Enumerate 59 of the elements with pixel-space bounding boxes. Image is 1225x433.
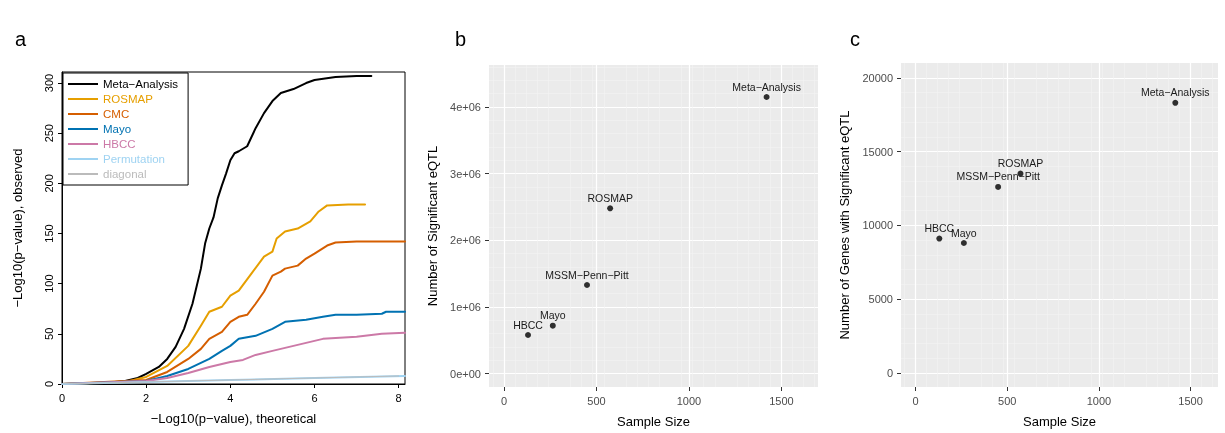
annotation: ROSMAP — [997, 157, 1044, 170]
y-tick-label: 300 — [42, 73, 55, 93]
y-tick-label: 5000 — [868, 293, 893, 306]
x-tick-label: 1500 — [769, 394, 794, 407]
x-tick-label: 0 — [500, 394, 508, 407]
legend-label: Meta−Analysis — [103, 78, 179, 90]
y-tick-label: 1e+06 — [450, 301, 481, 313]
chart-title: c — [850, 28, 860, 50]
annotation: Meta−Analysis — [732, 80, 801, 93]
x-tick-label: 1000 — [676, 394, 702, 407]
point — [607, 205, 614, 212]
y-tick-label: 50 — [42, 327, 55, 340]
x-tick-label: 6 — [311, 391, 318, 404]
x-tick-label: 2 — [143, 391, 150, 404]
y-tick-label: 3e+06 — [450, 167, 481, 180]
y-tick-label: 0e+00 — [450, 367, 481, 380]
x-tick-label: 1500 — [1178, 394, 1203, 407]
legend-label: CMC — [103, 108, 130, 120]
y-tick-label: 20000 — [862, 71, 893, 84]
y-tick-label: 100 — [42, 274, 55, 293]
x-tick-label: 500 — [587, 394, 606, 407]
x-axis-title: Sample Size — [617, 414, 690, 429]
x-tick-label: 1000 — [1086, 394, 1112, 407]
y-axis-title: −Log10(p−value), observed — [10, 148, 25, 308]
legend-label: Mayo — [103, 123, 132, 135]
chart-title: b — [455, 28, 467, 50]
x-tick-label: 8 — [395, 391, 402, 404]
annotation: Meta−Analysis — [1141, 86, 1210, 99]
point — [763, 94, 770, 100]
x-tick-label: 4 — [227, 391, 234, 404]
x-tick-label: 0 — [58, 391, 66, 404]
legend-label: ROSMAP — [103, 93, 154, 105]
y-tick-label: 0 — [886, 366, 893, 379]
point — [1172, 99, 1179, 106]
legend-label: Permutation — [103, 153, 166, 165]
point — [549, 322, 556, 329]
annotation: MSSM−Penn−Pitt — [545, 268, 629, 281]
y-tick-label: 250 — [42, 124, 55, 143]
x-axis-title: −Log10(p−value), theoretical — [150, 411, 317, 426]
y-tick-label: 2e+06 — [450, 234, 481, 247]
y-axis-title: Number of Significant eQTL — [425, 145, 440, 307]
point — [995, 183, 1002, 190]
y-tick-label: 0 — [42, 380, 55, 388]
y-axis-title: Number of Genes with Significant eQTL — [837, 110, 852, 340]
x-tick-label: 0 — [912, 394, 919, 407]
point — [960, 240, 967, 246]
chart-title: a — [15, 28, 27, 50]
point — [584, 282, 591, 288]
legend-label: diagonal — [103, 168, 147, 180]
x-tick-label: 500 — [998, 394, 1017, 407]
y-tick-label: 200 — [42, 174, 55, 193]
y-tick-label: 15000 — [862, 145, 893, 158]
annotation: ROSMAP — [587, 191, 633, 204]
point — [525, 332, 532, 338]
x-axis-title: Sample Size — [1023, 414, 1096, 429]
y-tick-label: 10000 — [862, 219, 893, 232]
y-tick-label: 150 — [42, 224, 55, 243]
y-tick-label: 4e+06 — [450, 101, 481, 113]
legend-label: HBCC — [103, 138, 136, 150]
